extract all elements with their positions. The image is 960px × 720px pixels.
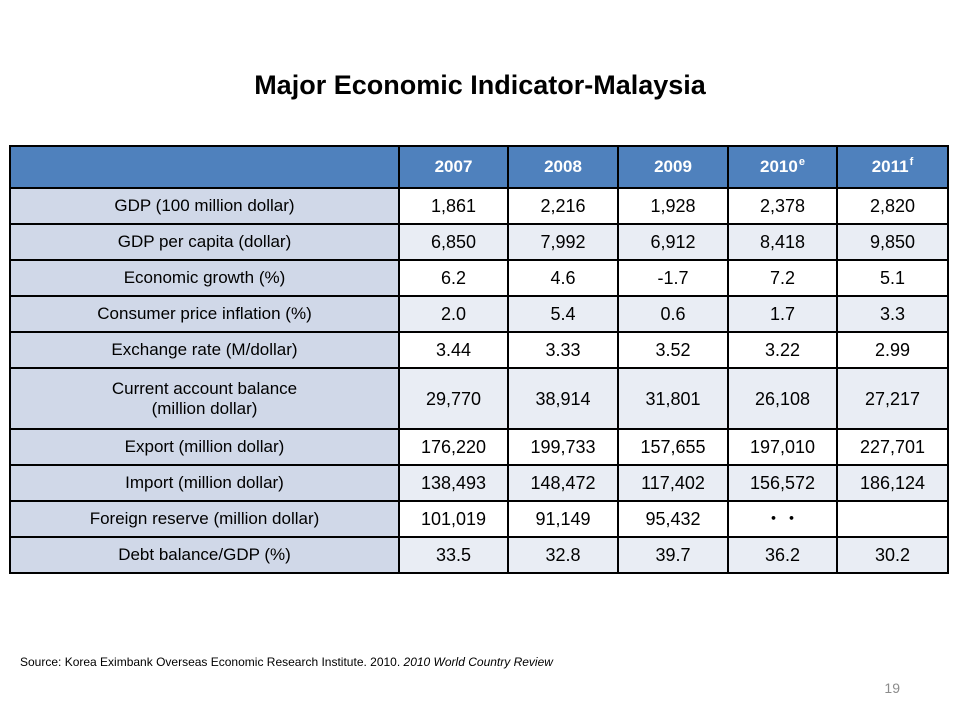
value-cell: 186,124 — [836, 464, 949, 502]
header-year-cell: 2010e — [727, 145, 838, 189]
row-label: Consumer price inflation (%) — [9, 295, 400, 333]
row-label: Exchange rate (M/dollar) — [9, 331, 400, 369]
value-cell: 6.2 — [398, 259, 509, 297]
value-cell: 2.0 — [398, 295, 509, 333]
table-row: GDP per capita (dollar) 6,850 7,992 6,912 8,… — [9, 223, 949, 261]
value-cell: 0.6 — [617, 295, 729, 333]
header-corner-cell — [9, 145, 400, 189]
value-cell: 26,108 — [727, 367, 838, 430]
value-cell: 33.5 — [398, 536, 509, 574]
value-cell: 156,572 — [727, 464, 838, 502]
table-row: Foreign reserve (million dollar) 101,019 9… — [9, 500, 949, 538]
table-row: Import (million dollar) 138,493 148,472 117… — [9, 464, 949, 502]
value-cell: 138,493 — [398, 464, 509, 502]
value-cell: 31,801 — [617, 367, 729, 430]
row-label: Debt balance/GDP (%) — [9, 536, 400, 574]
value-cell: 6,850 — [398, 223, 509, 261]
table-row: Consumer price inflation (%) 2.0 5.4 0.6 1.7… — [9, 295, 949, 333]
value-cell: -1.7 — [617, 259, 729, 297]
value-cell: 176,220 — [398, 428, 509, 466]
header-year-cell: 2011f — [836, 145, 949, 189]
slide-title: Major Economic Indicator-Malaysia — [254, 70, 706, 100]
value-cell: 197,010 — [727, 428, 838, 466]
value-cell: 27,217 — [836, 367, 949, 430]
value-cell: 8,418 — [727, 223, 838, 261]
value-cell: 2,378 — [727, 187, 838, 225]
value-cell: 227,701 — [836, 428, 949, 466]
value-cell: 6,912 — [617, 223, 729, 261]
source-publication-title: 2010 World Country Review — [403, 655, 553, 669]
header-year-cell: 2007 — [398, 145, 509, 189]
row-label: GDP (100 million dollar) — [9, 187, 400, 225]
value-cell: 3.52 — [617, 331, 729, 369]
value-cell: ・・ — [727, 500, 838, 538]
value-cell: 3.3 — [836, 295, 949, 333]
value-cell: 2,216 — [507, 187, 619, 225]
value-cell: 3.44 — [398, 331, 509, 369]
table-header-row: 2007 2008 2009 2010e 2011f — [9, 145, 949, 189]
value-cell: 1.7 — [727, 295, 838, 333]
value-cell: 1,928 — [617, 187, 729, 225]
table-row: Economic growth (%) 6.2 4.6 -1.7 7.2 5.1 — [9, 259, 949, 297]
table-row: Debt balance/GDP (%) 33.5 32.8 39.7 36.2 30.2 — [9, 536, 949, 574]
value-cell: 95,432 — [617, 500, 729, 538]
row-label: Foreign reserve (million dollar) — [9, 500, 400, 538]
row-label: Import (million dollar) — [9, 464, 400, 502]
value-cell: 7.2 — [727, 259, 838, 297]
header-year-cell: 2009 — [617, 145, 729, 189]
value-cell: 148,472 — [507, 464, 619, 502]
value-cell: 32.8 — [507, 536, 619, 574]
value-cell: 29,770 — [398, 367, 509, 430]
value-cell: 3.33 — [507, 331, 619, 369]
table-row: Exchange rate (M/dollar) 3.44 3.33 3.52 3.22… — [9, 331, 949, 369]
value-cell: 157,655 — [617, 428, 729, 466]
table-row: GDP (100 million dollar) 1,861 2,216 1,928 2… — [9, 187, 949, 225]
value-cell: 38,914 — [507, 367, 619, 430]
indicator-table: 2007 2008 2009 2010e 2011f GDP (100 mill… — [9, 145, 949, 574]
table-row: Current account balance (million dollar)… — [9, 367, 949, 430]
value-cell: 7,992 — [507, 223, 619, 261]
source-note: Source: Korea Eximbank Overseas Economic… — [20, 655, 553, 669]
table-row: Export (million dollar) 176,220 199,733 157… — [9, 428, 949, 466]
forecast-superscript: f — [909, 156, 914, 168]
header-year-cell: 2008 — [507, 145, 619, 189]
value-cell: 4.6 — [507, 259, 619, 297]
value-cell: 2.99 — [836, 331, 949, 369]
value-cell: 5.4 — [507, 295, 619, 333]
value-cell: 5.1 — [836, 259, 949, 297]
value-cell: 91,149 — [507, 500, 619, 538]
value-cell: 39.7 — [617, 536, 729, 574]
value-cell: 30.2 — [836, 536, 949, 574]
row-label: GDP per capita (dollar) — [9, 223, 400, 261]
value-cell: 101,019 — [398, 500, 509, 538]
value-cell: 36.2 — [727, 536, 838, 574]
row-label: Current account balance (million dollar) — [9, 367, 400, 430]
row-label: Economic growth (%) — [9, 259, 400, 297]
value-cell: 3.22 — [727, 331, 838, 369]
value-cell: 117,402 — [617, 464, 729, 502]
page-number: 19 — [884, 680, 900, 696]
row-label: Export (million dollar) — [9, 428, 400, 466]
value-cell: 9,850 — [836, 223, 949, 261]
value-cell: 1,861 — [398, 187, 509, 225]
value-cell: 199,733 — [507, 428, 619, 466]
value-cell — [836, 500, 949, 538]
estimate-superscript: e — [798, 156, 805, 168]
value-cell: 2,820 — [836, 187, 949, 225]
